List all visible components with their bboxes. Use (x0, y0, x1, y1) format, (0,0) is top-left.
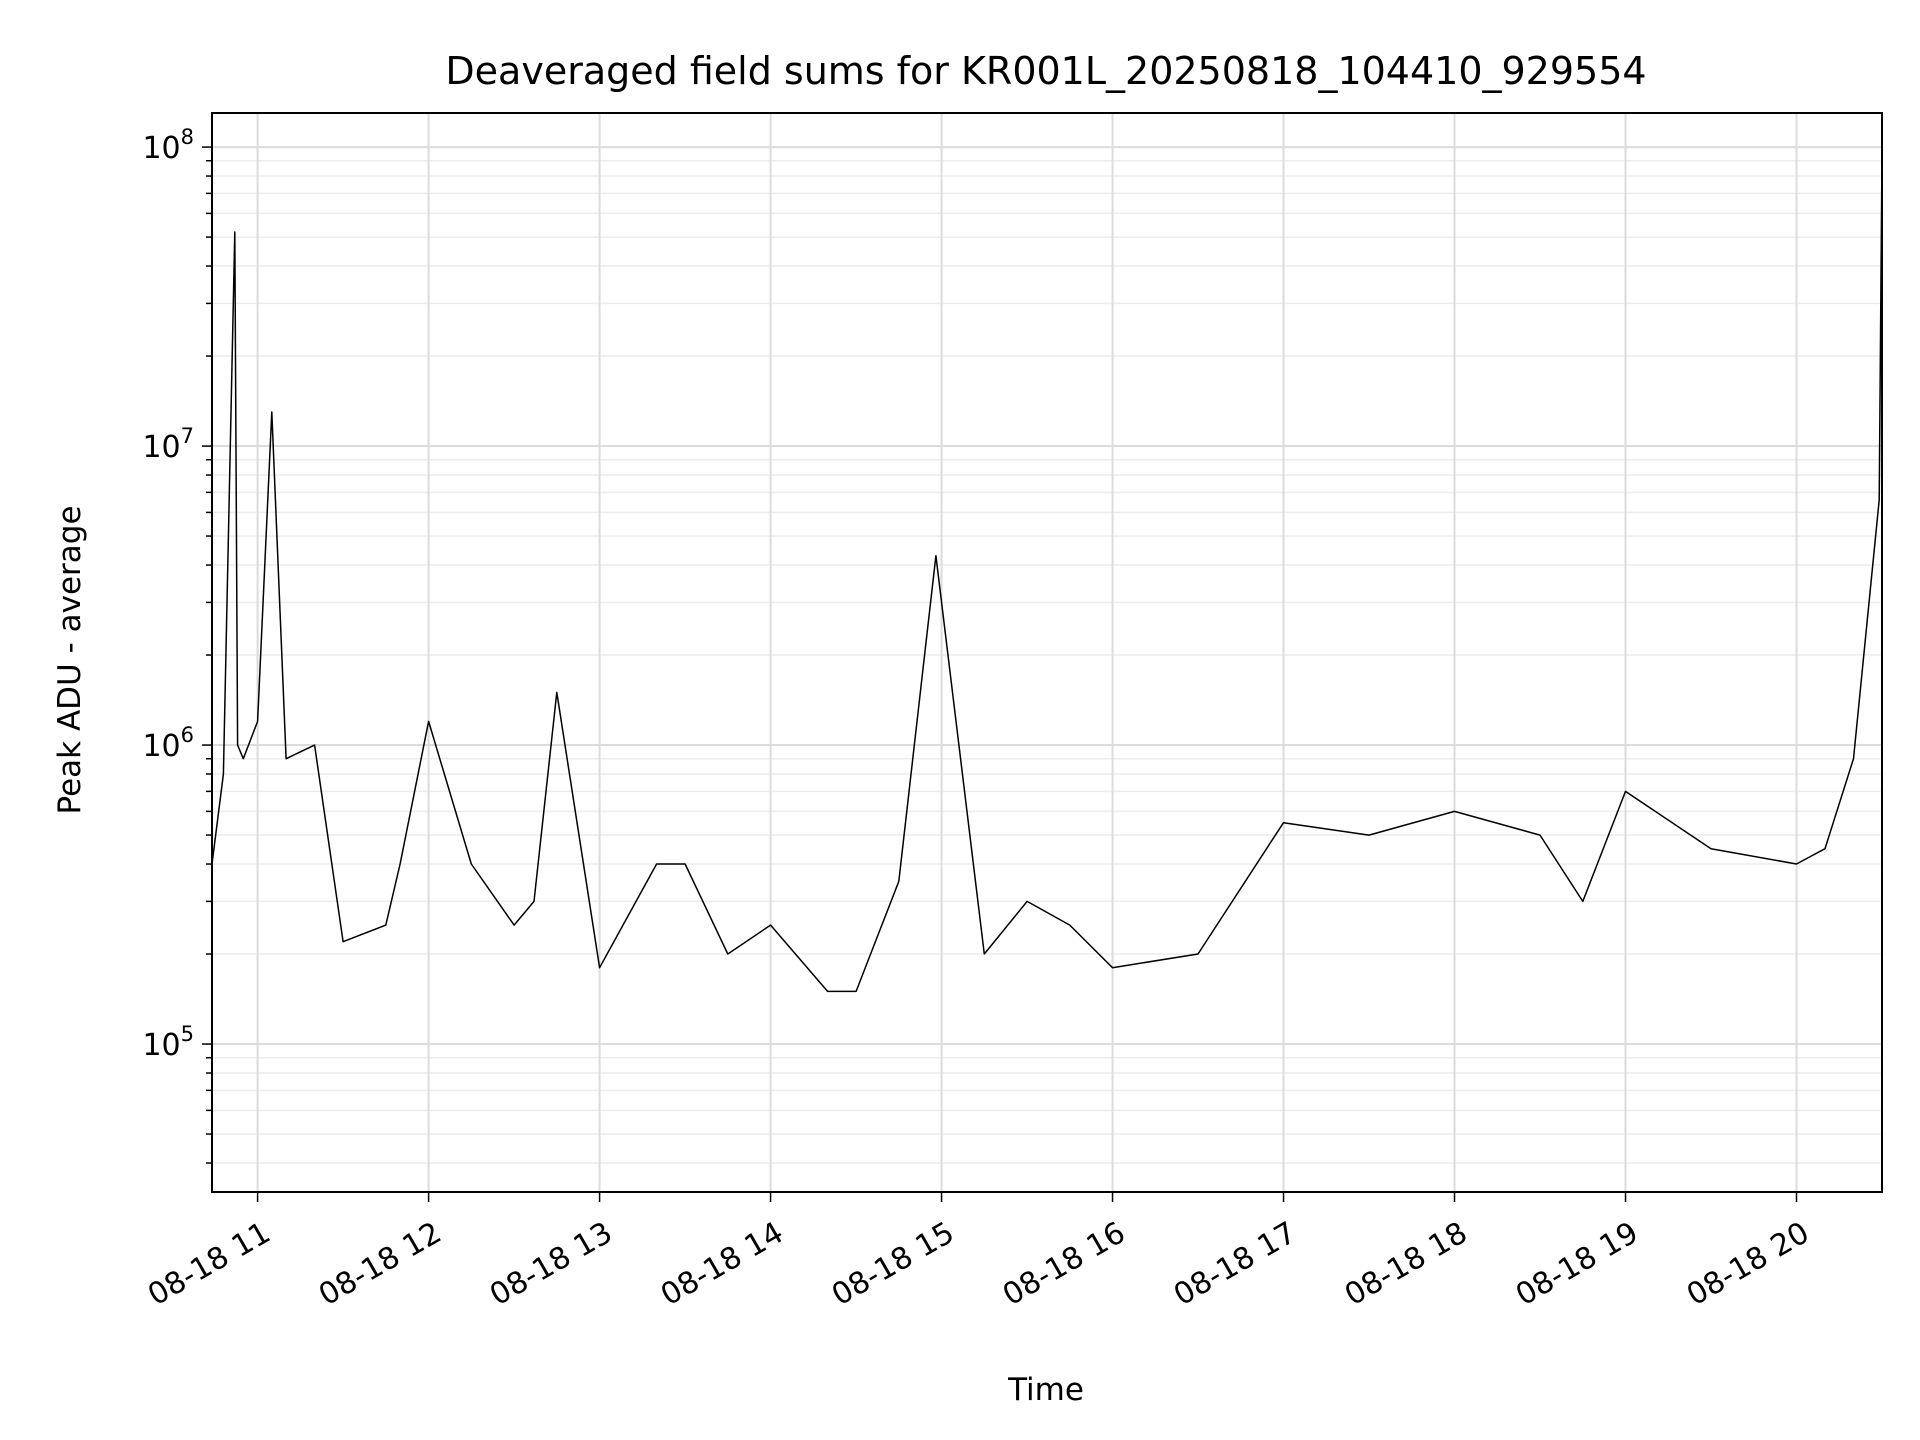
series-line (211, 153, 1883, 993)
y-tick-label: 106 (142, 723, 194, 764)
plot-frame (211, 112, 1883, 1193)
y-tick-label: 107 (142, 424, 194, 465)
y-tick-label: 108 (142, 125, 194, 166)
x-axis-label: Time (1007, 1372, 1084, 1408)
y-axis-label: Peak ADU - average (52, 505, 88, 814)
y-tick-label: 105 (142, 1022, 194, 1063)
chart-title: Deaveraged field sums for KR001L_2025081… (445, 49, 1646, 93)
grid (212, 113, 1882, 1192)
series-layer (211, 153, 1883, 993)
